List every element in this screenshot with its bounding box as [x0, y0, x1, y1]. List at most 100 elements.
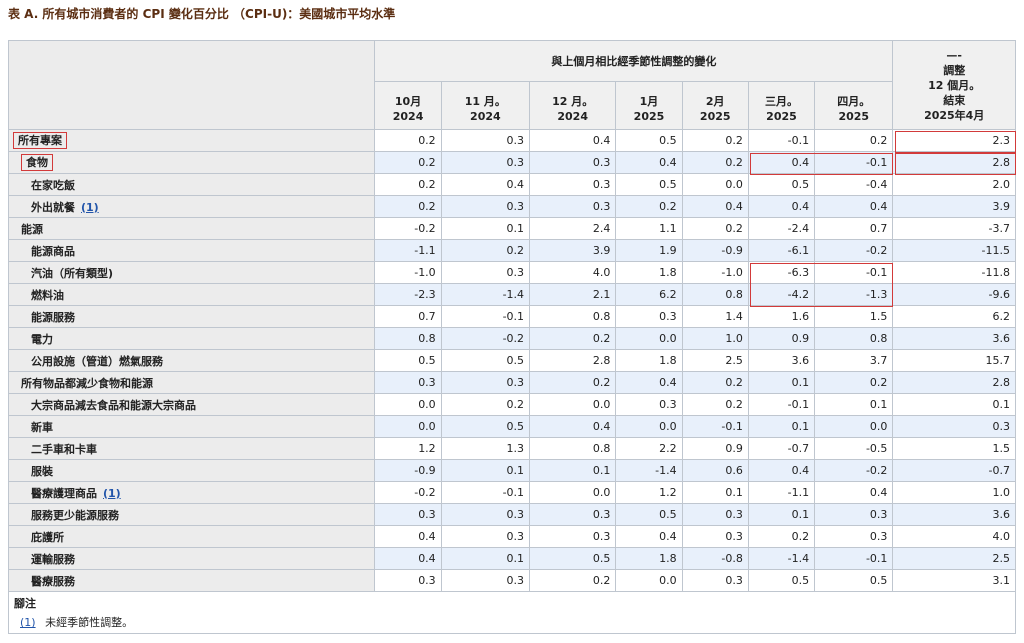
cell-monthly: 1.8: [615, 349, 683, 372]
cell-monthly: 0.2: [440, 393, 531, 416]
cell-monthly: 0.2: [814, 371, 894, 394]
table-row: 新車 0.0 0.5 0.4 0.0 -0.1 0.1 0.0 0.3: [7, 415, 1016, 438]
row-label-text: 二手車和卡車: [31, 442, 97, 456]
cell-monthly: 0.3: [615, 393, 683, 416]
cell-monthly: 0.5: [747, 173, 816, 196]
row-label: 電力: [7, 327, 376, 350]
cell-monthly: 0.4: [747, 459, 816, 482]
cell-12-month: 0.3: [892, 415, 1016, 438]
cell-monthly: -1.3: [814, 283, 894, 306]
header-month-name: 2月: [705, 95, 725, 108]
row-label: 醫療護理商品 (1): [7, 481, 376, 504]
footnote-ref-link[interactable]: (1): [20, 616, 36, 629]
table-row: 電力 0.8 -0.2 0.2 0.0 1.0 0.9 0.8 3.6: [7, 327, 1016, 350]
cell-monthly: -0.1: [681, 415, 749, 438]
cell-monthly: -0.1: [747, 129, 816, 152]
cell-monthly: -2.3: [374, 283, 442, 306]
cell-12-month: 2.0: [892, 173, 1016, 196]
cell-monthly: 0.3: [529, 525, 617, 548]
cell-12-month: -0.7: [892, 459, 1016, 482]
cell-monthly: 0.2: [681, 371, 749, 394]
footnotes-title: 腳注: [14, 597, 36, 610]
cell-monthly: 0.1: [814, 393, 894, 416]
row-label-text: 外出就餐: [31, 200, 75, 214]
cell-monthly: 0.5: [814, 569, 894, 592]
cell-monthly: 0.4: [374, 547, 442, 570]
cell-monthly: -1.1: [374, 239, 442, 262]
cell-monthly: -0.7: [747, 437, 816, 460]
cell-12-month: -3.7: [892, 217, 1016, 240]
row-label: 能源商品: [7, 239, 376, 262]
cell-monthly: 0.5: [615, 129, 683, 152]
cell-monthly: 1.1: [615, 217, 683, 240]
cell-monthly: -0.9: [374, 459, 442, 482]
cell-monthly: 0.3: [681, 525, 749, 548]
cell-monthly: 1.0: [681, 327, 749, 350]
cell-12-month: 0.1: [892, 393, 1016, 416]
footnote-ref-link[interactable]: (1): [81, 200, 99, 214]
cell-monthly: 0.3: [440, 195, 531, 218]
row-label-text: 能源商品: [31, 244, 75, 258]
cell-monthly: 0.9: [681, 437, 749, 460]
table-row: 燃料油 -2.3 -1.4 2.1 6.2 0.8 -4.2 -1.3 -9.6: [7, 283, 1016, 306]
cell-monthly: 2.4: [529, 217, 617, 240]
row-label-text: 能源: [21, 222, 43, 236]
cell-12-month: -11.8: [892, 261, 1016, 284]
header-month: 11 月。 2024: [440, 81, 531, 130]
table-row: 汽油（所有類型) -1.0 0.3 4.0 1.8 -1.0 -6.3 -0.1 -11.8: [7, 261, 1016, 284]
cell-monthly: 0.2: [440, 239, 531, 262]
cell-monthly: 0.2: [814, 129, 894, 152]
cell-monthly: 0.3: [681, 569, 749, 592]
cell-monthly: 0.3: [529, 173, 617, 196]
footnote-item: (1) 未經季節性調整。: [14, 614, 1010, 630]
row-label-text: 電力: [31, 332, 53, 346]
cell-monthly: 0.4: [374, 525, 442, 548]
cell-monthly: -0.8: [681, 547, 749, 570]
cell-monthly: 0.4: [681, 195, 749, 218]
cell-monthly: 0.5: [747, 569, 816, 592]
cell-monthly: 6.2: [615, 283, 683, 306]
cell-12-month: -11.5: [892, 239, 1016, 262]
table-row: 醫療護理商品 (1) -0.2 -0.1 0.0 1.2 0.1 -1.1 0.4 1.0: [7, 481, 1016, 504]
row-label-text: 醫療護理商品: [31, 486, 97, 500]
row-label: 二手車和卡車: [7, 437, 376, 460]
cell-12-month: 3.6: [892, 503, 1016, 526]
cell-monthly: 0.3: [529, 503, 617, 526]
cell-monthly: 0.4: [529, 129, 617, 152]
cell-monthly: 2.1: [529, 283, 617, 306]
cell-monthly: -1.0: [374, 261, 442, 284]
header-month: 10月 2024: [374, 81, 442, 130]
cell-monthly: 0.3: [440, 525, 531, 548]
header-12m-line: 結束: [943, 93, 966, 107]
row-label-text: 運輸服務: [31, 552, 75, 566]
cell-monthly: 2.8: [529, 349, 617, 372]
table-row: 能源商品 -1.1 0.2 3.9 1.9 -0.9 -6.1 -0.2 -11.5: [7, 239, 1016, 262]
row-label-text: 醫療服務: [31, 574, 75, 588]
cell-monthly: -1.4: [747, 547, 816, 570]
footnote-ref-link[interactable]: (1): [103, 486, 121, 500]
row-label: 大宗商品減去食品和能源大宗商品: [7, 393, 376, 416]
cell-monthly: 0.2: [529, 569, 617, 592]
header-month-name: 11 月。: [464, 95, 506, 108]
cell-monthly: 0.3: [440, 569, 531, 592]
row-label: 服裝: [7, 459, 376, 482]
cell-monthly: 0.0: [374, 393, 442, 416]
cell-monthly: 0.4: [615, 151, 683, 174]
cell-monthly: 0.1: [747, 371, 816, 394]
cell-monthly: -4.2: [747, 283, 816, 306]
row-label: 公用設施（管道）燃氣服務: [7, 349, 376, 372]
cell-monthly: 0.1: [681, 481, 749, 504]
cpi-table: 與上個月相比經季節性調整的變化 —- 調整 12 個月。 結束 2025年4月 …: [7, 40, 1016, 634]
row-label: 能源服務: [7, 305, 376, 328]
cell-monthly: 0.1: [440, 547, 531, 570]
row-label-text: 食物: [21, 154, 53, 171]
cell-monthly: 0.0: [615, 415, 683, 438]
cell-monthly: 0.2: [529, 371, 617, 394]
table-row: 食物 0.2 0.3 0.3 0.4 0.2 0.4 -0.1 2.8: [7, 151, 1016, 174]
cell-monthly: -0.2: [374, 481, 442, 504]
cell-monthly: 0.8: [529, 437, 617, 460]
cell-monthly: 1.2: [374, 437, 442, 460]
cell-12-month: 2.3: [892, 129, 1016, 152]
cell-monthly: 0.8: [374, 327, 442, 350]
cell-monthly: 0.4: [529, 415, 617, 438]
